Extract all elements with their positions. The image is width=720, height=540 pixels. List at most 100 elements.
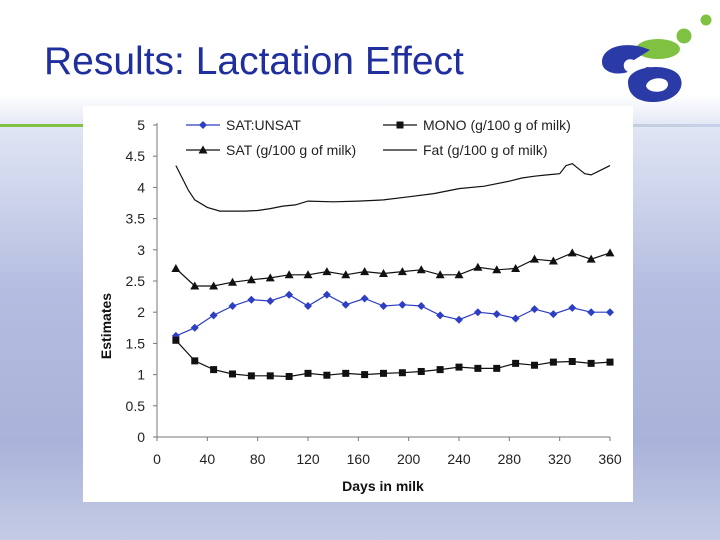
legend-marker-mono-g-100-g-of-milk [396,121,404,129]
data-point-mono-g-100-g-of-milk [474,364,482,372]
data-point-sat-g-100-g-of-milk [435,270,445,279]
company-logo [602,14,712,102]
data-point-sat-unsat [417,301,426,310]
data-point-sat-g-100-g-of-milk [171,264,181,273]
data-point-sat-unsat [492,310,501,319]
x-tick-label: 0 [153,451,161,467]
data-point-sat-unsat [190,323,199,332]
data-point-mono-g-100-g-of-milk [531,361,538,369]
data-point-mono-g-100-g-of-milk [436,366,444,374]
data-point-mono-g-100-g-of-milk [229,370,236,378]
logo-blob-green [636,39,680,59]
logo-center-dot [643,67,653,77]
data-point-sat-g-100-g-of-milk [473,262,483,271]
logo-dot-small [700,14,712,26]
x-tick-label: 240 [447,451,471,467]
data-point-sat-g-100-g-of-milk [360,267,370,276]
y-tick-label: 4.5 [126,148,146,164]
data-point-sat-unsat [568,303,577,312]
data-point-sat-unsat [285,290,294,299]
data-point-sat-g-100-g-of-milk [454,270,464,279]
series-line-sat-g-100-g-of-milk [175,252,611,287]
y-tick-label: 0 [137,429,145,445]
data-point-sat-g-100-g-of-milk [284,270,294,279]
data-point-sat-unsat [360,294,369,303]
data-point-sat-unsat [228,301,237,310]
legend-marker-sat-g-100-g-of-milk [198,145,208,154]
x-tick-label: 40 [200,451,216,467]
y-tick-label: 4 [137,179,145,195]
x-tick-label: 320 [548,451,572,467]
data-point-sat-unsat [379,301,388,310]
data-point-sat-unsat [587,308,596,317]
data-point-mono-g-100-g-of-milk [549,358,557,366]
data-point-sat-g-100-g-of-milk [303,270,313,279]
x-tick-label: 200 [397,451,421,467]
legend-label-mono-g-100-g-of-milk: MONO (g/100 g of milk) [423,117,571,133]
data-point-mono-g-100-g-of-milk [342,369,350,377]
data-point-sat-g-100-g-of-milk [605,248,615,257]
data-point-mono-g-100-g-of-milk [455,363,463,371]
data-point-sat-unsat [606,308,614,317]
y-tick-label: 3 [137,242,145,258]
series-layer [171,163,615,380]
data-point-mono-g-100-g-of-milk [380,369,387,377]
data-point-sat-unsat [398,300,407,309]
data-point-sat-g-100-g-of-milk [586,254,596,263]
axes-layer: 0 0.5 1 1.5 2 2.5 3 3.5 4 4.5 5 0 40 80 120 160 200 240 28… [126,117,622,467]
y-tick-label: 0.5 [126,398,146,414]
data-point-mono-g-100-g-of-milk [417,367,425,375]
data-point-mono-g-100-g-of-milk [191,357,199,365]
x-tick-label: 160 [347,451,371,467]
data-point-sat-unsat [341,300,350,309]
data-point-mono-g-100-g-of-milk [398,369,406,377]
data-point-mono-g-100-g-of-milk [361,371,369,379]
data-point-mono-g-100-g-of-milk [266,372,274,380]
series-line-fat-g-100-g-of-milk [175,163,611,212]
logo-dot-mid [676,28,692,44]
y-tick-label: 3.5 [126,211,146,227]
data-point-mono-g-100-g-of-milk [323,371,331,379]
data-point-sat-g-100-g-of-milk [548,256,558,265]
data-point-sat-g-100-g-of-milk [228,277,237,286]
data-point-sat-g-100-g-of-milk [379,269,388,278]
data-point-sat-g-100-g-of-milk [190,281,200,290]
legend-marker-sat-unsat [199,121,207,129]
data-point-sat-g-100-g-of-milk [416,265,426,274]
series-line-mono-g-100-g-of-milk [175,339,611,378]
logo-swirl-bottom [628,67,682,102]
legend-label-sat-unsat: SAT:UNSAT [226,117,301,133]
x-tick-label: 120 [296,451,320,467]
data-point-sat-unsat [436,311,445,320]
data-point-sat-g-100-g-of-milk [511,264,521,273]
data-point-sat-unsat [247,295,256,304]
data-point-sat-g-100-g-of-milk [209,281,219,290]
data-point-mono-g-100-g-of-milk [172,336,180,344]
y-tick-label: 2.5 [126,273,146,289]
data-point-sat-unsat [322,290,331,299]
y-tick-label: 1 [137,367,145,383]
data-point-sat-g-100-g-of-milk [246,275,256,284]
legend-label-fat-g-100-g-of-milk: Fat (g/100 g of milk) [423,142,548,158]
logo-swirl-top [602,45,650,74]
data-point-mono-g-100-g-of-milk [512,359,520,367]
data-point-mono-g-100-g-of-milk [210,366,218,374]
data-point-sat-g-100-g-of-milk [397,267,407,276]
data-point-mono-g-100-g-of-milk [247,372,255,380]
data-point-mono-g-100-g-of-milk [606,358,614,366]
data-point-sat-unsat [455,315,463,324]
data-point-sat-unsat [473,308,482,317]
data-point-sat-unsat [209,311,218,320]
data-point-sat-unsat [511,314,520,323]
data-point-sat-unsat [266,296,275,305]
x-tick-label: 360 [598,451,622,467]
data-point-sat-g-100-g-of-milk [530,254,539,263]
x-axis-title: Days in milk [342,478,424,494]
data-point-mono-g-100-g-of-milk [285,372,293,380]
slide-title: Results: Lactation Effect [44,40,464,83]
data-point-mono-g-100-g-of-milk [493,364,501,372]
chart-panel: 0 0.5 1 1.5 2 2.5 3 3.5 4 4.5 5 0 40 80 120 160 200 240 28… [83,106,633,502]
data-point-sat-unsat [549,310,558,319]
data-point-sat-unsat [304,301,312,310]
series-line-sat-unsat [175,294,610,337]
